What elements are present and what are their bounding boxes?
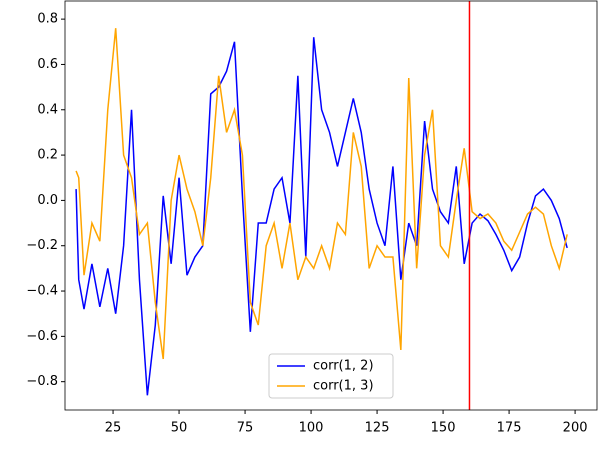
legend-label: corr(1, 2)	[313, 359, 374, 374]
y-tick-label: 0.0	[37, 193, 58, 208]
y-tick-label: 0.4	[37, 102, 58, 117]
y-tick-label: 0.2	[37, 148, 58, 163]
x-tick-label: 100	[299, 421, 324, 436]
series-line	[75, 28, 568, 360]
legend: corr(1, 2) corr(1, 3)	[268, 353, 394, 399]
axes-frame	[64, 0, 598, 411]
x-tick-label: 50	[171, 421, 188, 436]
y-tick-label: 0.8	[37, 12, 58, 27]
y-tick-label: 0.6	[37, 57, 58, 72]
x-tick-label: 150	[431, 421, 456, 436]
y-tick-label: −0.8	[26, 374, 58, 389]
legend-label: corr(1, 3)	[313, 379, 374, 394]
y-tick-label: −0.6	[26, 329, 58, 344]
x-tick-label: 175	[497, 421, 522, 436]
x-tick-label: 75	[237, 421, 254, 436]
x-tick-label: 125	[365, 421, 390, 436]
legend-box	[268, 353, 394, 399]
y-tick-label: −0.4	[26, 284, 58, 299]
x-tick-label: 25	[105, 421, 122, 436]
series-line	[75, 37, 568, 396]
y-tick-label: −0.2	[26, 238, 58, 253]
x-tick-label: 200	[563, 421, 588, 436]
